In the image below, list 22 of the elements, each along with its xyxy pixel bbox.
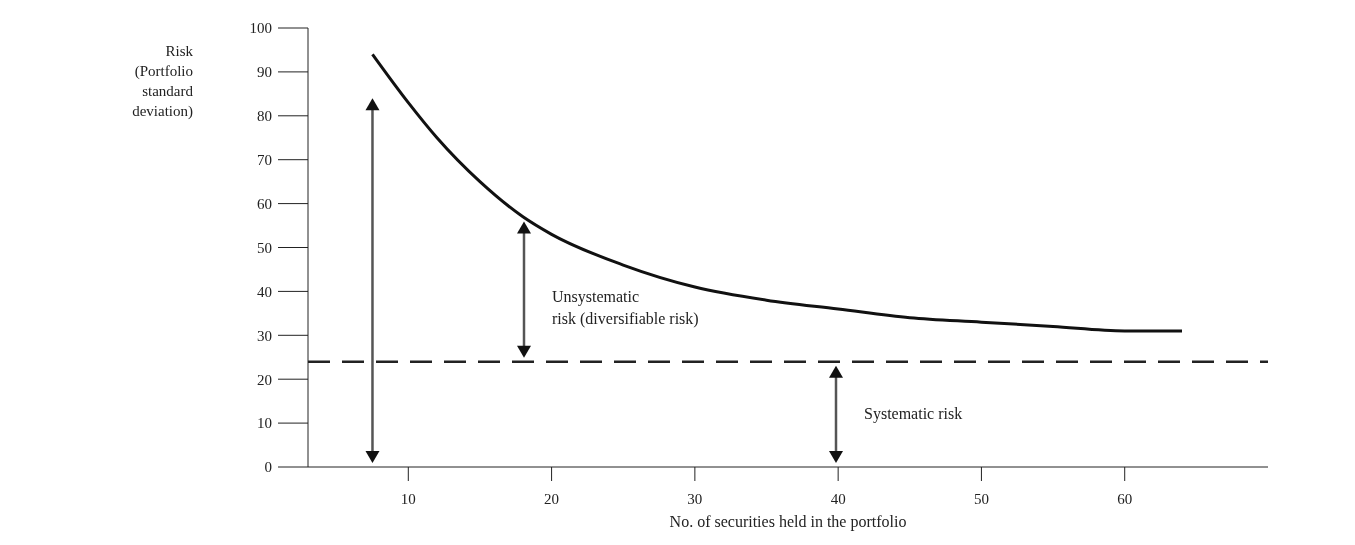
y-tick-label: 80 <box>257 108 272 125</box>
annotation: Systematic risk <box>864 405 963 424</box>
x-tick-label: 40 <box>830 490 846 507</box>
line-series <box>370 52 1184 333</box>
y-tick-label: 20 <box>257 371 272 388</box>
y-tick-label: 100 <box>249 20 272 37</box>
x-tick-label: 10 <box>400 490 416 507</box>
x-tick-label: 50 <box>973 490 989 507</box>
y-tick-label: 70 <box>257 152 272 169</box>
y-tick-label: 10 <box>257 415 272 432</box>
x-tick-label: 20 <box>544 490 560 507</box>
y-tick-label: 40 <box>257 283 272 300</box>
y-tick-label: 0 <box>264 459 272 476</box>
y-tick-label: 50 <box>257 239 272 256</box>
y-axis-title: Risk (Portfolio standard deviation) <box>132 43 194 120</box>
y-tick-label: 60 <box>257 195 272 212</box>
x-tick-label: 60 <box>1117 490 1133 507</box>
x-axis-title: No. of securities held in the portfolio <box>669 513 907 531</box>
annotation: Unsystematic risk (diversifiable risk) <box>552 287 699 328</box>
x-tick-label: 30 <box>687 490 703 507</box>
y-tick-label: 90 <box>257 64 272 81</box>
y-tick-label: 30 <box>257 327 272 344</box>
